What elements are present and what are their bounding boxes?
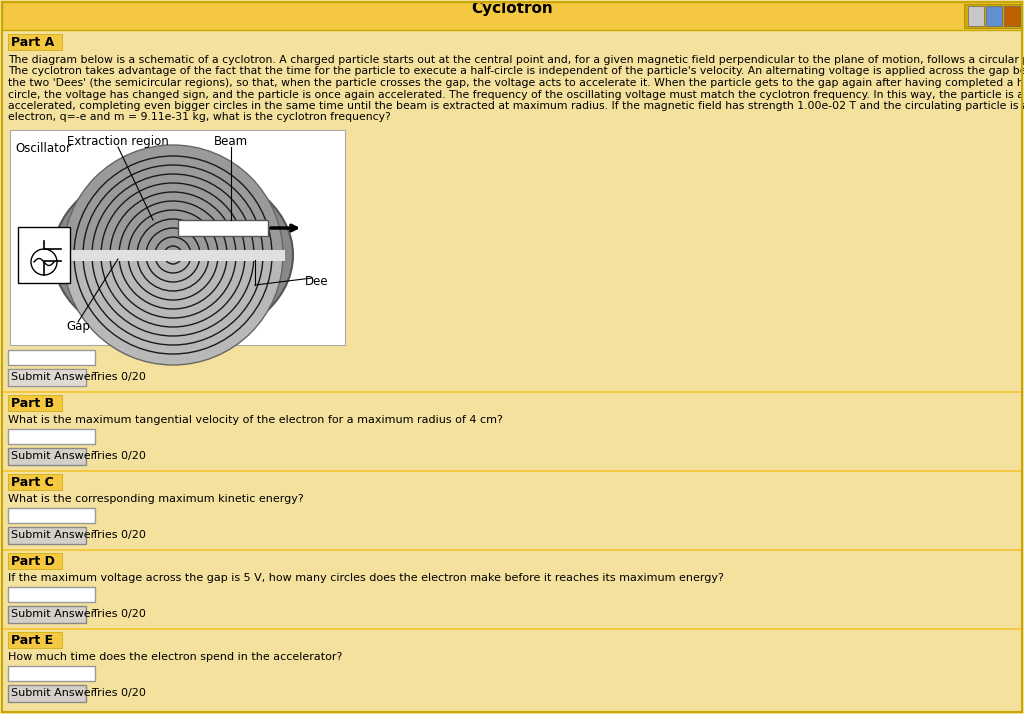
Text: If the maximum voltage across the gap is 5 V, how many circles does the electron: If the maximum voltage across the gap is… xyxy=(8,573,724,583)
Text: The cyclotron takes advantage of the fact that the time for the particle to exec: The cyclotron takes advantage of the fac… xyxy=(8,66,1024,76)
Bar xyxy=(8,632,62,648)
Bar xyxy=(1004,6,1020,26)
Text: Submit Answer: Submit Answer xyxy=(11,372,95,382)
Text: Extraction region: Extraction region xyxy=(68,135,169,148)
Text: accelerated, completing even bigger circles in the same time until the beam is e: accelerated, completing even bigger circ… xyxy=(8,101,1024,111)
Text: Tries 0/20: Tries 0/20 xyxy=(92,688,145,698)
Text: What is the corresponding maximum kinetic energy?: What is the corresponding maximum kineti… xyxy=(8,494,304,504)
Bar xyxy=(8,685,86,702)
Text: Submit Answer: Submit Answer xyxy=(11,609,95,619)
Text: The diagram below is a schematic of a cyclotron. A charged particle starts out a: The diagram below is a schematic of a cy… xyxy=(8,55,1024,65)
Bar xyxy=(8,34,62,50)
Text: Tries 0/20: Tries 0/20 xyxy=(92,372,145,382)
Bar xyxy=(8,553,62,569)
Text: Submit Answer: Submit Answer xyxy=(11,530,95,540)
Bar xyxy=(2,470,1022,472)
Bar xyxy=(8,666,95,681)
Text: Submit Answer: Submit Answer xyxy=(11,688,95,698)
Text: Gap: Gap xyxy=(67,320,90,333)
Bar xyxy=(8,587,95,602)
Bar xyxy=(10,130,345,345)
Bar xyxy=(178,220,268,236)
Text: Beam: Beam xyxy=(214,135,248,148)
Text: Submit Answer: Submit Answer xyxy=(11,451,95,461)
Text: Tries 0/20: Tries 0/20 xyxy=(92,609,145,619)
Bar xyxy=(964,4,1020,28)
Bar xyxy=(61,249,285,261)
Text: How much time does the electron spend in the accelerator?: How much time does the electron spend in… xyxy=(8,652,342,662)
Text: Oscillator: Oscillator xyxy=(15,142,71,155)
Bar xyxy=(986,6,1002,26)
Text: Cyclotron: Cyclotron xyxy=(471,1,553,16)
Text: Part D: Part D xyxy=(11,555,55,568)
Text: Part B: Part B xyxy=(11,397,54,410)
Bar xyxy=(18,227,70,283)
Ellipse shape xyxy=(53,165,293,345)
Bar xyxy=(968,6,984,26)
Bar xyxy=(8,508,95,523)
Text: electron, q=-e and m = 9.11e-31 kg, what is the cyclotron frequency?: electron, q=-e and m = 9.11e-31 kg, what… xyxy=(8,113,391,123)
Text: circle, the voltage has changed sign, and the particle is once again accelerated: circle, the voltage has changed sign, an… xyxy=(8,89,1024,99)
Wedge shape xyxy=(63,145,283,255)
Text: What is the maximum tangential velocity of the electron for a maximum radius of : What is the maximum tangential velocity … xyxy=(8,415,503,425)
Bar xyxy=(2,628,1022,630)
Bar xyxy=(2,2,1022,30)
Text: Dee: Dee xyxy=(305,275,329,288)
Bar xyxy=(8,606,86,623)
Bar xyxy=(8,395,62,411)
Bar xyxy=(8,369,86,386)
Bar xyxy=(8,474,62,490)
Text: the two 'Dees' (the semicircular regions), so that, when the particle crosses th: the two 'Dees' (the semicircular regions… xyxy=(8,78,1024,88)
Wedge shape xyxy=(63,255,283,365)
Text: Part E: Part E xyxy=(11,634,53,647)
Bar xyxy=(8,350,95,365)
Text: Part A: Part A xyxy=(11,36,54,49)
Text: Tries 0/20: Tries 0/20 xyxy=(92,451,145,461)
Bar xyxy=(2,549,1022,551)
Text: Part C: Part C xyxy=(11,476,53,489)
Bar xyxy=(8,448,86,465)
Bar xyxy=(8,527,86,544)
Bar xyxy=(8,369,86,386)
Bar xyxy=(2,391,1022,393)
Bar xyxy=(8,429,95,444)
Text: Tries 0/20: Tries 0/20 xyxy=(92,530,145,540)
